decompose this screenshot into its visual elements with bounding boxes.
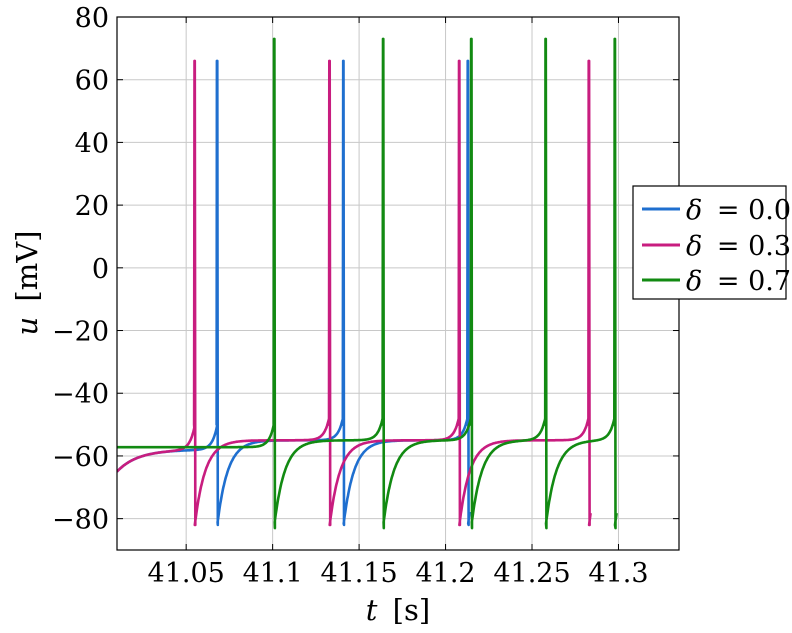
y-axis-label-unit: [mV] [10, 231, 44, 302]
y-tick-label: 60 [75, 66, 109, 97]
legend-entry-2: δ = 0.7 [642, 266, 791, 297]
y-tick-label: 80 [75, 3, 109, 34]
legend-value-2: = 0.7 [717, 266, 791, 297]
y-tick-label: −80 [52, 505, 109, 536]
legend: δ = 0.0 δ = 0.3 δ = 0.7 [632, 185, 791, 300]
legend-label-0: δ = 0.0 [686, 195, 791, 226]
legend-label-2: δ = 0.7 [686, 266, 791, 297]
x-tick-label: 41.15 [320, 558, 397, 589]
x-tick-label: 41.1 [243, 558, 303, 589]
x-tick-label: 41.05 [148, 558, 225, 589]
y-tick-label: −40 [52, 379, 109, 410]
x-axis-label-var: t [366, 593, 378, 627]
y-axis-label-var: u [10, 317, 44, 336]
legend-value-1: = 0.3 [717, 231, 791, 262]
legend-entry-0: δ = 0.0 [642, 195, 791, 226]
x-axis-ticks: 41.05 41.1 41.15 41.2 41.25 41.3 [148, 17, 649, 589]
series-line-2 [117, 37, 618, 530]
grid [117, 16, 679, 550]
legend-var-2: δ [686, 266, 702, 297]
legend-label-1: δ = 0.3 [686, 231, 791, 262]
plot-background [117, 17, 679, 550]
x-axis-label-unit: [s] [393, 593, 431, 627]
x-axis-label: t [s] [366, 593, 430, 627]
legend-var-1: δ [686, 231, 702, 262]
x-tick-label: 41.25 [493, 558, 570, 589]
y-tick-label: 0 [92, 254, 109, 285]
x-tick-label: 41.2 [415, 558, 475, 589]
y-tick-label: 40 [75, 128, 109, 159]
legend-entry-1: δ = 0.3 [642, 231, 791, 262]
legend-value-0: = 0.0 [717, 195, 791, 226]
y-tick-label: −20 [52, 317, 109, 348]
y-tick-label: −60 [52, 442, 109, 473]
legend-var-0: δ [686, 195, 702, 226]
x-tick-label: 41.3 [588, 558, 648, 589]
y-tick-label: 20 [75, 191, 109, 222]
y-axis-ticks: −80 −60 −40 −20 0 20 40 60 80 [52, 3, 679, 536]
series-lines [117, 37, 618, 530]
y-axis-label: u [mV] [10, 231, 44, 336]
